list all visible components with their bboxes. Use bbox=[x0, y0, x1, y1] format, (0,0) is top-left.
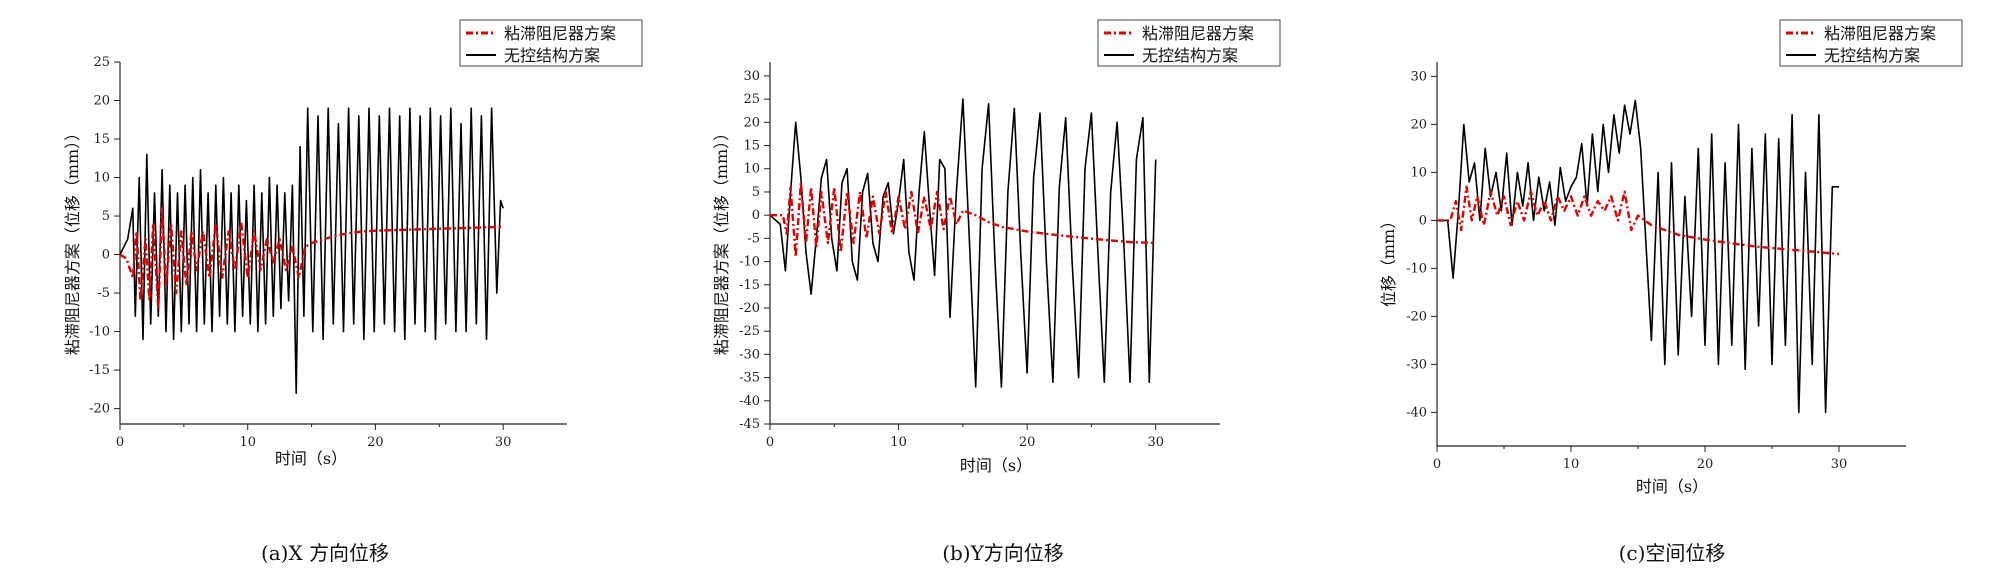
legend: 粘滞阻尼器方案 无控结构方案 bbox=[1779, 19, 1963, 67]
legend-label-damper: 粘滞阻尼器方案 bbox=[1824, 24, 1936, 43]
y-tick-label: 15 bbox=[93, 132, 110, 147]
legend-label-uncontrolled: 无控结构方案 bbox=[1142, 46, 1238, 65]
y-tick-label: -40 bbox=[739, 394, 760, 409]
chart-panel-b: 0 10 20 30 -45 -40 -35 -30 -25 -20 -15 -10 -5 0 5 10 15 2… bbox=[712, 19, 1281, 565]
y-tick-label: -10 bbox=[89, 325, 110, 340]
series-line-damper bbox=[1437, 185, 1840, 256]
legend-label-uncontrolled: 无控结构方案 bbox=[1824, 46, 1920, 65]
chart-panel-a: 0 10 20 30 -20 -15 -10 -5 0 5 10 15 20 25 时间（s） 粘滞阻尼器… bbox=[63, 19, 643, 565]
y-tick-label: 10 bbox=[93, 171, 110, 186]
y-tick-label: 20 bbox=[93, 94, 110, 109]
y-tick-label: 5 bbox=[752, 185, 760, 200]
y-tick-label: -20 bbox=[739, 301, 760, 316]
y-tick-label: 10 bbox=[1410, 165, 1427, 180]
plot-area: 0 10 20 30 -40 -30 -20 -10 0 10 20 30 bbox=[1406, 62, 1906, 472]
y-tick-label: 25 bbox=[743, 92, 760, 107]
y-tick-label: -20 bbox=[1406, 309, 1427, 324]
y-tick-label: 30 bbox=[1410, 69, 1427, 84]
series-line-uncontrolled bbox=[769, 98, 1157, 388]
series-line-uncontrolled bbox=[1437, 99, 1839, 414]
panel-caption: (b)Y方向位移 bbox=[942, 541, 1064, 565]
y-tick-label: -20 bbox=[89, 402, 110, 417]
y-tick-label: -15 bbox=[89, 363, 110, 378]
y-tick-label: -10 bbox=[1406, 261, 1427, 276]
x-axis-title: 时间（s） bbox=[1636, 477, 1708, 496]
x-tick-label: 0 bbox=[1433, 457, 1441, 472]
y-tick-label: 10 bbox=[743, 162, 760, 177]
y-axis-title: 位移（mm） bbox=[1379, 213, 1398, 307]
y-tick-label: -30 bbox=[739, 347, 760, 362]
x-tick-label: 10 bbox=[1563, 457, 1580, 472]
x-axis-title: 时间（s） bbox=[275, 449, 347, 468]
y-tick-label: 0 bbox=[752, 208, 760, 223]
y-tick-label: -25 bbox=[739, 324, 760, 339]
y-tick-label: 15 bbox=[743, 139, 760, 154]
y-tick-label: -10 bbox=[739, 255, 760, 270]
x-tick-label: 10 bbox=[890, 435, 907, 450]
y-tick-label: -40 bbox=[1406, 405, 1427, 420]
panel-caption: (a)X 方向位移 bbox=[261, 541, 389, 565]
legend-box bbox=[1779, 19, 1963, 67]
x-tick-label: 20 bbox=[367, 435, 384, 450]
y-axis-title: 粘滞阻尼器方案（位移（mm）） bbox=[63, 125, 82, 355]
y-tick-label: -15 bbox=[739, 278, 760, 293]
y-tick-label: 20 bbox=[743, 115, 760, 130]
x-tick-label: 0 bbox=[766, 435, 774, 450]
series-line-uncontrolled bbox=[119, 107, 504, 395]
x-tick-label: 20 bbox=[1019, 435, 1036, 450]
legend: 粘滞阻尼器方案 无控结构方案 bbox=[1097, 19, 1281, 67]
series-line-damper bbox=[770, 181, 1156, 259]
x-tick-label: 30 bbox=[1147, 435, 1164, 450]
y-tick-label: -5 bbox=[97, 286, 110, 301]
x-axis-title: 时间（s） bbox=[960, 456, 1032, 475]
x-tick-label: 30 bbox=[1831, 457, 1848, 472]
legend-box bbox=[459, 19, 643, 67]
legend: 粘滞阻尼器方案 无控结构方案 bbox=[459, 19, 643, 67]
x-tick-label: 10 bbox=[239, 435, 256, 450]
x-tick-label: 20 bbox=[1697, 457, 1714, 472]
y-tick-label: 0 bbox=[102, 248, 110, 263]
series-line-damper bbox=[119, 207, 504, 310]
y-tick-label: -30 bbox=[1406, 357, 1427, 372]
panel-caption: (c)空间位移 bbox=[1619, 541, 1726, 565]
legend-label-damper: 粘滞阻尼器方案 bbox=[504, 24, 616, 43]
plot-area: 0 10 20 30 -45 -40 -35 -30 -25 -20 -15 -10 -5 0 5 10 15 2… bbox=[739, 62, 1220, 450]
legend-label-uncontrolled: 无控结构方案 bbox=[504, 46, 600, 65]
y-tick-label: 30 bbox=[743, 69, 760, 84]
plot-area: 0 10 20 30 -20 -15 -10 -5 0 5 10 15 20 25 bbox=[89, 55, 567, 450]
y-axis-title: 粘滞阻尼器方案（位移（mm）） bbox=[712, 125, 731, 355]
y-tick-label: -5 bbox=[747, 231, 760, 246]
y-tick-label: 5 bbox=[102, 209, 110, 224]
y-tick-label: -35 bbox=[739, 371, 760, 386]
y-tick-label: 20 bbox=[1410, 117, 1427, 132]
y-tick-label: 25 bbox=[93, 55, 110, 70]
y-tick-label: -45 bbox=[739, 417, 760, 432]
y-tick-label: 0 bbox=[1419, 213, 1427, 228]
legend-box bbox=[1097, 19, 1281, 67]
x-tick-label: 0 bbox=[116, 435, 124, 450]
x-tick-label: 30 bbox=[495, 435, 512, 450]
legend-label-damper: 粘滞阻尼器方案 bbox=[1142, 24, 1254, 43]
